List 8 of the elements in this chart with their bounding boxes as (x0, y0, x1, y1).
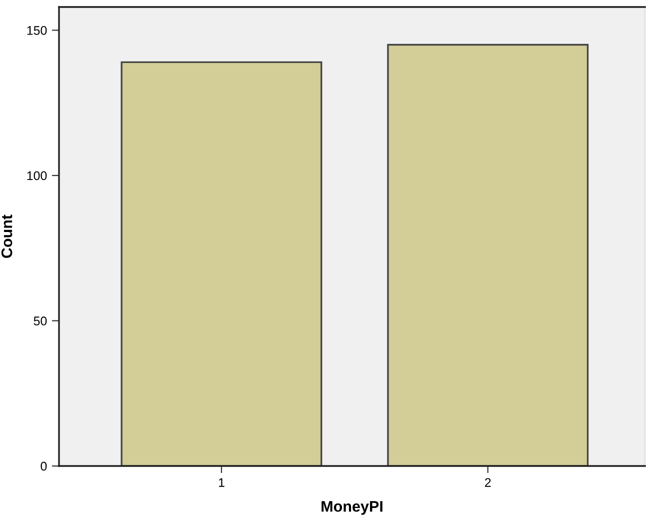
x-axis-title: MoneyPI (322, 501, 382, 515)
y-tick-label: 50 (34, 316, 47, 326)
y-tick-label: 150 (27, 26, 47, 35)
x-tick-label: 2 (485, 478, 491, 487)
y-axis-title: Count (1, 214, 12, 258)
x-tick-label: 1 (218, 478, 224, 487)
y-tick-label: 0 (40, 462, 47, 471)
y-tick-label: 100 (27, 171, 47, 180)
